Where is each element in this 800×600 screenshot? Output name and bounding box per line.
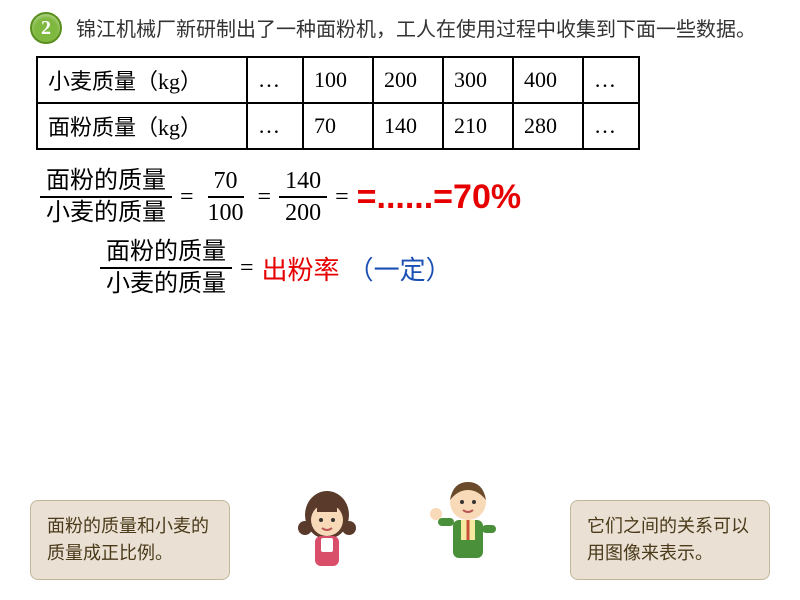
fraction-numerator: 140	[279, 168, 327, 198]
equals-sign: =	[258, 184, 272, 211]
rate-label: 出粉率	[262, 250, 340, 287]
fraction-denominator: 100	[202, 198, 250, 226]
cell: 400	[513, 57, 583, 103]
fraction-a: 70 100	[202, 168, 250, 227]
cell: 210	[443, 103, 513, 149]
fraction-labels: 面粉的质量 小麦的质量	[100, 239, 232, 298]
cell: 280	[513, 103, 583, 149]
fraction-labels: 面粉的质量 小麦的质量	[40, 168, 172, 227]
fraction-denominator: 200	[279, 198, 327, 226]
ratio-equation: 面粉的质量 小麦的质量 = 70 100 = 140 200 = =......…	[40, 168, 800, 227]
data-table: 小麦质量（kg） … 100 200 300 400 … 面粉质量（kg） … …	[36, 56, 640, 150]
fraction-numerator: 面粉的质量	[40, 168, 172, 198]
cell: …	[247, 57, 303, 103]
boy-avatar	[423, 470, 513, 580]
cell: …	[247, 103, 303, 149]
cell: 140	[373, 103, 443, 149]
row-label: 面粉质量（kg）	[37, 103, 247, 149]
girl-avatar	[287, 480, 367, 580]
speech-bubble-left: 面粉的质量和小麦的质量成正比例。	[30, 500, 230, 580]
constant-note: （一定）	[348, 250, 452, 287]
cell: 100	[303, 57, 373, 103]
equals-sign: =	[335, 184, 349, 211]
question-prompt: 锦江机械厂新研制出了一种面粉机，工人在使用过程中收集到下面一些数据。	[76, 14, 756, 46]
fraction-numerator: 面粉的质量	[100, 239, 232, 269]
fraction-numerator: 70	[208, 168, 244, 198]
cell: …	[583, 103, 639, 149]
table-row: 小麦质量（kg） … 100 200 300 400 …	[37, 57, 639, 103]
table-row: 面粉质量（kg） … 70 140 210 280 …	[37, 103, 639, 149]
equals-sign: =	[240, 255, 254, 282]
question-number-badge: 2	[30, 12, 62, 44]
fraction-denominator: 小麦的质量	[40, 198, 172, 226]
boy-icon	[423, 470, 513, 580]
ratio-result: =......=70%	[357, 178, 521, 217]
speech-bubble-right: 它们之间的关系可以用图像来表示。	[570, 500, 770, 580]
girl-icon	[287, 480, 367, 580]
fraction-b: 140 200	[279, 168, 327, 227]
ratio-definition: 面粉的质量 小麦的质量 = 出粉率 （一定）	[100, 239, 800, 298]
cell: 300	[443, 57, 513, 103]
row-label: 小麦质量（kg）	[37, 57, 247, 103]
cell: …	[583, 57, 639, 103]
equals-sign: =	[180, 184, 194, 211]
cell: 200	[373, 57, 443, 103]
fraction-denominator: 小麦的质量	[100, 269, 232, 297]
cell: 70	[303, 103, 373, 149]
